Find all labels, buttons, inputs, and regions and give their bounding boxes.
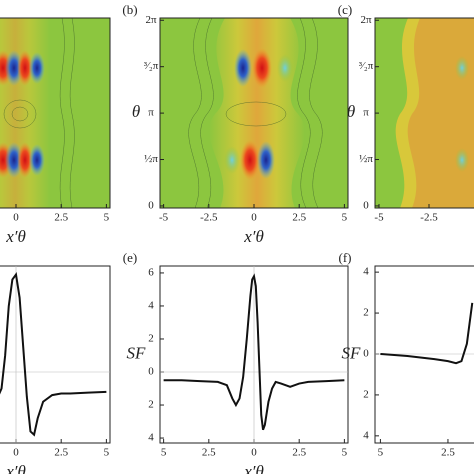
- x-tick-label: 0: [13, 447, 19, 459]
- x-tick-label: 0: [13, 212, 19, 224]
- y-tick-label: 4: [363, 429, 369, 441]
- x-axis-label: x′θ: [243, 462, 264, 474]
- y-tick-label: 2π: [145, 14, 157, 26]
- panel-label: (f): [339, 250, 352, 265]
- x-tick-label: 5: [342, 447, 348, 459]
- x-tick-label: 2.5: [292, 212, 306, 224]
- y-tick-label: 2: [363, 388, 369, 400]
- y-axis-label: θ: [132, 102, 140, 121]
- y-tick-label: π: [148, 107, 154, 119]
- x-tick-label: 5: [104, 212, 110, 224]
- y-tick-label: 4: [148, 299, 154, 311]
- x-tick-label: 2.5: [292, 447, 306, 459]
- y-axis-label: θ: [347, 102, 355, 121]
- x-tick-label: -2.5: [200, 212, 218, 224]
- x-axis-label: x′θ: [5, 462, 26, 474]
- y-tick-label: ³⁄₂π: [144, 60, 159, 72]
- x-axis-label: x′θ: [5, 227, 26, 246]
- panel-label: (b): [122, 2, 137, 17]
- curve: [163, 273, 345, 431]
- y-tick-label: 0: [363, 199, 369, 211]
- y-axis-label: SF: [342, 343, 362, 362]
- contour-art: [160, 18, 348, 208]
- panel-label: (c): [338, 2, 352, 17]
- y-tick-label: 2: [148, 333, 154, 345]
- plot-frame: [374, 265, 474, 444]
- y-tick-label: 6: [148, 266, 154, 278]
- plot-frame: [0, 265, 111, 444]
- x-tick-label: 5: [161, 447, 167, 459]
- x-tick-label: -5: [374, 212, 384, 224]
- x-tick-label: 5: [104, 447, 110, 459]
- curve: [0, 272, 107, 437]
- x-tick-label: 2.5: [54, 212, 68, 224]
- x-axis-label: x′θ: [243, 227, 264, 246]
- y-tick-label: 2: [363, 307, 369, 319]
- x-tick-label: 2.5: [202, 447, 216, 459]
- panel-label: (e): [123, 250, 137, 265]
- x-tick-label: -2.5: [420, 212, 438, 224]
- x-tick-label: -5: [159, 212, 169, 224]
- x-tick-label: 2.5: [441, 447, 455, 459]
- x-tick-label: 5: [342, 212, 348, 224]
- y-tick-label: 0: [363, 348, 369, 360]
- y-tick-label: ½π: [359, 153, 373, 165]
- x-tick-label: 2.5: [54, 447, 68, 459]
- contour-art: [0, 18, 110, 208]
- y-tick-label: 2: [148, 399, 154, 411]
- x-tick-label: 5: [378, 447, 384, 459]
- y-tick-label: ½π: [144, 153, 158, 165]
- y-axis-label: SF: [127, 343, 147, 362]
- y-tick-label: 0: [148, 199, 154, 211]
- y-tick-label: 4: [148, 432, 154, 444]
- y-tick-label: 4: [363, 266, 369, 278]
- contour-art: [375, 18, 474, 208]
- y-tick-label: ³⁄₂π: [359, 60, 374, 72]
- y-tick-label: 0: [148, 366, 154, 378]
- y-tick-label: 2π: [360, 14, 372, 26]
- x-tick-label: 0: [251, 212, 257, 224]
- curve: [380, 302, 474, 365]
- x-tick-label: 0: [251, 447, 257, 459]
- y-tick-label: π: [363, 107, 369, 119]
